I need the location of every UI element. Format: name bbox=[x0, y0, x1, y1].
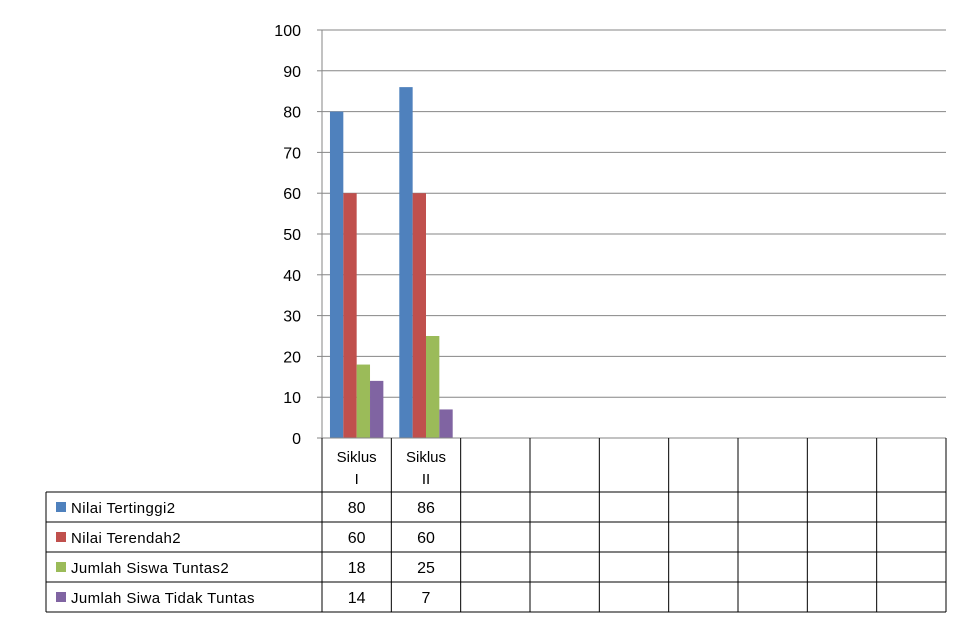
x-category-label: II bbox=[422, 471, 430, 488]
x-category-label: I bbox=[355, 471, 359, 488]
data-label: 18 bbox=[348, 560, 366, 577]
y-tick-label: 40 bbox=[283, 268, 301, 285]
legend-label: Jumlah Siswa Tuntas2 bbox=[71, 560, 229, 577]
data-label: 86 bbox=[417, 500, 435, 517]
y-tick-label: 50 bbox=[283, 227, 301, 244]
legend-key bbox=[56, 532, 66, 542]
bar bbox=[329, 111, 344, 438]
data-label: 7 bbox=[422, 590, 431, 607]
y-tick-label: 0 bbox=[292, 431, 301, 448]
bar bbox=[356, 364, 371, 438]
y-tick-label: 80 bbox=[283, 105, 301, 122]
legend-key bbox=[56, 592, 66, 602]
legend-key bbox=[56, 502, 66, 512]
y-tick-label: 10 bbox=[283, 390, 301, 407]
y-tick-label: 100 bbox=[274, 23, 301, 40]
data-label: 80 bbox=[348, 500, 366, 517]
data-label: 25 bbox=[417, 560, 435, 577]
legend-label: Jumlah Siwa Tidak Tuntas bbox=[71, 590, 255, 607]
y-tick-label: 60 bbox=[283, 186, 301, 203]
x-category-label: Siklus bbox=[406, 449, 446, 466]
bar bbox=[439, 409, 453, 438]
bar bbox=[426, 336, 440, 438]
bar bbox=[412, 193, 426, 438]
y-tick-label: 30 bbox=[283, 309, 301, 326]
data-table: Siklus I Siklus II Nilai Tertinggi2 80 86 Nilai… bbox=[45, 438, 947, 613]
x-category-label: Siklus bbox=[337, 449, 377, 466]
y-tick-label: 90 bbox=[283, 64, 301, 81]
data-label: 60 bbox=[417, 530, 435, 547]
y-axis-ticks: 0 10 20 30 40 50 60 70 80 90 100 bbox=[274, 23, 301, 448]
bars bbox=[329, 87, 453, 439]
bar bbox=[370, 380, 384, 438]
bar bbox=[343, 193, 357, 438]
legend-key bbox=[56, 562, 66, 572]
bar bbox=[399, 87, 413, 439]
legend-label: Nilai Tertinggi2 bbox=[71, 500, 176, 517]
y-tick-label: 20 bbox=[283, 349, 301, 366]
data-label: 60 bbox=[348, 530, 366, 547]
data-label: 14 bbox=[348, 590, 366, 607]
legend-label: Nilai Terendah2 bbox=[71, 530, 181, 547]
axes bbox=[317, 29, 946, 439]
y-tick-label: 70 bbox=[283, 145, 301, 162]
